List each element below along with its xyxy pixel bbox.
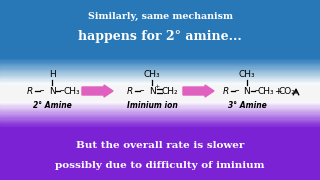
Bar (0, 122, 320, 123)
Text: Similarly, same mechanism: Similarly, same mechanism (87, 12, 233, 21)
Bar (0, 114, 320, 115)
Bar (0, 64, 320, 65)
Text: –: – (255, 87, 259, 96)
Text: R: R (223, 87, 229, 96)
Text: happens for 2° amine...: happens for 2° amine... (78, 30, 242, 43)
Bar (0, 127, 320, 180)
Bar (0, 76, 320, 77)
Bar (0, 77, 320, 78)
Bar (0, 82, 320, 83)
Bar (0, 79, 320, 81)
Bar (0, 103, 320, 104)
Bar (0, 80, 320, 82)
Text: 3° Amine: 3° Amine (228, 102, 266, 111)
FancyArrow shape (183, 85, 214, 97)
Bar (0, 59, 320, 127)
Bar (0, 69, 320, 70)
Text: N: N (244, 87, 250, 96)
Text: –: – (235, 87, 239, 96)
Bar (0, 118, 320, 120)
Text: Iminium ion: Iminium ion (127, 102, 177, 111)
Text: possibly due to difficulty of iminium: possibly due to difficulty of iminium (55, 161, 265, 170)
Bar (0, 105, 320, 107)
Text: CH₃: CH₃ (144, 70, 160, 79)
Text: CH₃: CH₃ (258, 87, 274, 96)
Text: –: – (140, 87, 144, 96)
Text: N: N (148, 87, 156, 96)
Text: CH₂: CH₂ (162, 87, 178, 96)
Bar (0, 126, 320, 127)
Bar (0, 102, 320, 103)
Bar (0, 60, 320, 61)
Bar (0, 59, 320, 60)
Bar (0, 117, 320, 119)
Bar (0, 108, 320, 109)
Bar (0, 125, 320, 126)
Text: –: – (60, 87, 64, 96)
Bar (0, 73, 320, 75)
Text: N: N (49, 87, 55, 96)
Text: But the overall rate is slower: But the overall rate is slower (76, 141, 244, 150)
Bar (0, 123, 320, 125)
Text: CH₃: CH₃ (64, 87, 80, 96)
Text: +: + (274, 87, 282, 96)
Bar (0, 58, 320, 59)
Bar (0, 112, 320, 114)
Bar (0, 120, 320, 121)
Bar (0, 71, 320, 72)
Bar (0, 72, 320, 73)
Bar (0, 115, 320, 116)
Bar (0, 67, 320, 69)
Bar (0, 110, 320, 111)
Bar (0, 121, 320, 122)
Bar (0, 65, 320, 66)
Bar (0, 111, 320, 113)
Bar (0, 75, 320, 76)
Text: +: + (154, 84, 159, 89)
Bar (0, 62, 320, 64)
Bar (0, 104, 320, 105)
Bar (0, 70, 320, 71)
FancyArrow shape (82, 85, 113, 97)
Text: 2° Amine: 2° Amine (33, 102, 71, 111)
Bar (0, 116, 320, 117)
Bar (0, 107, 320, 108)
Bar (0, 66, 320, 67)
Bar (0, 0, 320, 59)
Bar (0, 78, 320, 79)
Bar (0, 109, 320, 110)
Text: CO₂: CO₂ (279, 87, 295, 96)
Text: R: R (127, 87, 133, 96)
Text: –: – (40, 87, 44, 96)
Text: R: R (27, 87, 33, 96)
Bar (0, 100, 320, 102)
Text: H: H (49, 70, 55, 79)
Bar (0, 83, 320, 84)
Text: CH₃: CH₃ (239, 70, 255, 79)
Bar (0, 61, 320, 63)
